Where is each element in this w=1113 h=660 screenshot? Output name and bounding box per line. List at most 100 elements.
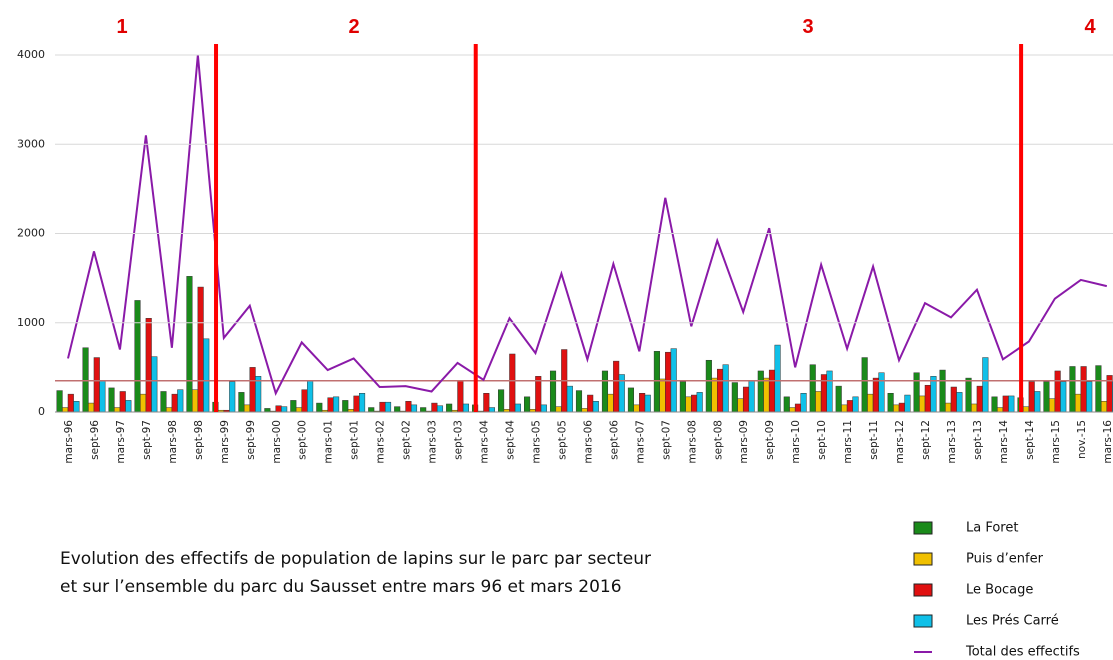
x-tick-label: mars-08 <box>686 420 698 464</box>
bar <box>800 393 807 413</box>
x-tick-label: mars-11 <box>842 420 854 464</box>
x-tick-label: sept-07 <box>660 420 672 460</box>
period-label: 4 <box>1084 16 1096 38</box>
x-tick-label: mars-97 <box>115 420 127 464</box>
bar <box>498 389 505 413</box>
x-tick-label: sept-98 <box>193 420 205 460</box>
bar <box>592 401 599 413</box>
bar <box>145 318 152 413</box>
bar <box>965 377 972 413</box>
x-tick-label: sept-12 <box>920 420 932 460</box>
bar <box>436 405 444 413</box>
bar <box>134 300 141 413</box>
bar <box>1049 398 1056 413</box>
x-tick-label: mars-06 <box>582 420 594 464</box>
bar <box>353 395 360 413</box>
x-tick-label: mars-07 <box>634 420 646 464</box>
bar <box>88 402 95 413</box>
bar <box>575 390 583 413</box>
x-tick-label: mars-05 <box>530 420 542 464</box>
x-tick-label: sept-01 <box>349 420 361 460</box>
bar <box>717 368 724 413</box>
x-tick-label: sept-96 <box>89 420 101 460</box>
bar <box>783 396 790 413</box>
bar <box>410 404 418 413</box>
bar <box>151 356 158 413</box>
y-tick-label: 3000 <box>17 137 45 150</box>
bar <box>56 390 63 413</box>
legend-label: Puis d’enfer <box>966 552 1044 567</box>
bar <box>653 351 660 413</box>
bar <box>898 402 905 413</box>
bar <box>203 338 210 413</box>
legend-swatch <box>913 583 933 597</box>
bar <box>1008 395 1015 413</box>
bar <box>737 398 744 413</box>
x-tick-label: mars-03 <box>427 420 439 464</box>
bar <box>197 286 204 413</box>
bar <box>633 404 640 413</box>
bar <box>462 403 469 413</box>
bar <box>264 408 271 413</box>
period-label: 3 <box>802 16 813 38</box>
bar <box>1034 391 1041 413</box>
legend-swatch <box>913 614 933 628</box>
bar <box>939 369 946 413</box>
bar <box>971 403 978 413</box>
bar <box>93 357 100 413</box>
bar <box>1069 366 1076 413</box>
bar <box>1080 366 1087 413</box>
bar <box>140 393 147 413</box>
bar <box>887 393 894 413</box>
bar <box>238 392 245 413</box>
x-tick-label: mars-12 <box>894 420 906 464</box>
bar <box>540 404 547 413</box>
x-tick-label: sept-13 <box>972 420 984 460</box>
bar <box>1060 381 1067 413</box>
bar <box>794 403 802 413</box>
x-tick-label: sept-06 <box>608 420 620 460</box>
bar <box>566 385 573 413</box>
bar <box>789 407 796 413</box>
x-tick-label: sept-05 <box>556 420 568 460</box>
bar <box>685 396 692 413</box>
bar <box>665 351 672 413</box>
bar <box>359 393 366 413</box>
bar <box>431 402 438 413</box>
bar <box>924 384 931 413</box>
y-tick-label: 4000 <box>17 48 45 61</box>
bar <box>757 370 764 413</box>
bar <box>809 364 816 413</box>
x-tick-label: mars-98 <box>167 420 179 464</box>
bar <box>841 404 848 413</box>
x-tick-label: sept-10 <box>816 420 828 460</box>
total-line <box>67 54 1108 396</box>
bar <box>249 367 256 413</box>
bar <box>893 404 900 413</box>
bar <box>627 387 634 413</box>
bar <box>290 400 297 413</box>
bar <box>171 393 178 413</box>
bar <box>488 407 495 413</box>
bar <box>1095 365 1102 413</box>
y-tick-label: 2000 <box>17 227 45 240</box>
bar <box>514 403 521 413</box>
bar <box>976 385 983 413</box>
x-tick-label: mars-02 <box>375 420 387 464</box>
x-tick-label: sept-08 <box>712 420 724 460</box>
bar <box>82 347 89 413</box>
bar <box>108 387 115 413</box>
plot-area <box>55 54 1113 413</box>
bar <box>307 380 314 413</box>
bar <box>835 385 842 413</box>
bar <box>186 276 193 413</box>
bar <box>982 357 989 413</box>
bar <box>815 391 822 413</box>
bar <box>1074 393 1082 413</box>
bar <box>327 397 334 413</box>
legend-label: Le Bocage <box>966 583 1033 598</box>
bar <box>535 376 542 413</box>
bar <box>607 393 614 413</box>
legend-swatch <box>913 521 933 535</box>
